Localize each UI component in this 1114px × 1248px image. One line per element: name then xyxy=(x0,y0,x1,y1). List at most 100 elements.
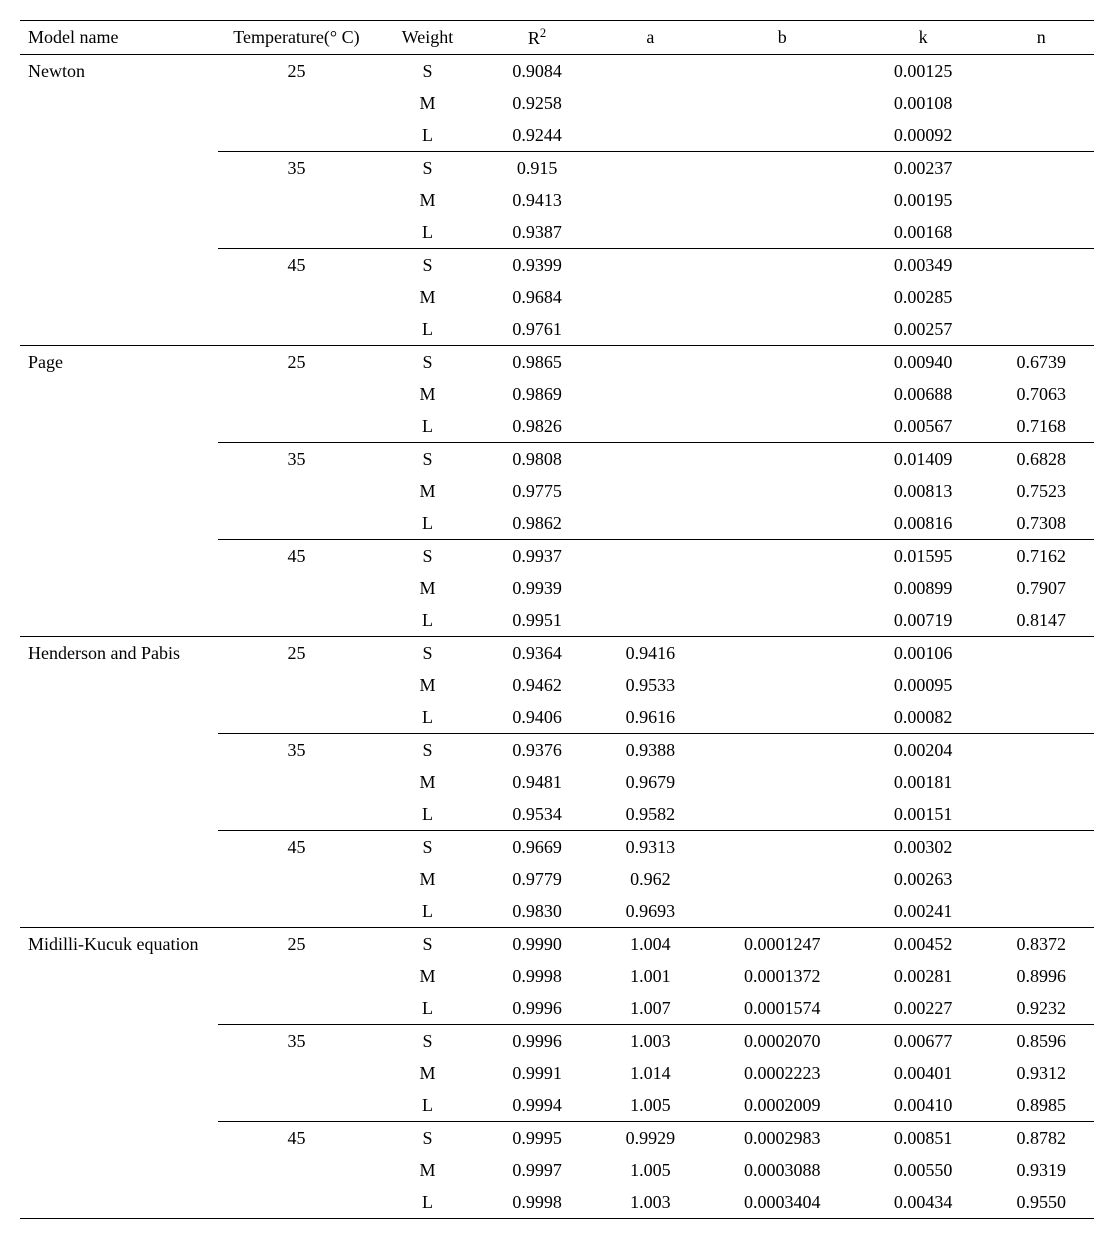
cell-weight: L xyxy=(375,410,481,443)
cell-model: Newton xyxy=(20,55,218,88)
cell-n xyxy=(989,249,1094,282)
table-row: Newton25S0.90840.00125 xyxy=(20,55,1094,88)
cell-R2: 0.9862 xyxy=(480,507,593,540)
cell-temp xyxy=(218,1154,374,1186)
cell-n: 0.7308 xyxy=(989,507,1094,540)
cell-model xyxy=(20,863,218,895)
cell-n: 0.6739 xyxy=(989,346,1094,379)
cell-b: 0.0003088 xyxy=(707,1154,858,1186)
col-model: Model name xyxy=(20,21,218,55)
cell-b xyxy=(707,378,858,410)
cell-temp xyxy=(218,960,374,992)
cell-b: 0.0002070 xyxy=(707,1025,858,1058)
cell-b xyxy=(707,87,858,119)
cell-a xyxy=(594,313,707,346)
cell-a: 0.9679 xyxy=(594,766,707,798)
cell-a xyxy=(594,119,707,152)
cell-k: 0.00095 xyxy=(858,669,989,701)
cell-k: 0.00108 xyxy=(858,87,989,119)
cell-temp: 25 xyxy=(218,928,374,961)
cell-k: 0.01409 xyxy=(858,443,989,476)
cell-model xyxy=(20,798,218,831)
table-row: L0.99981.0030.00034040.004340.9550 xyxy=(20,1186,1094,1219)
table-row: M0.97750.008130.7523 xyxy=(20,475,1094,507)
table-row: Page25S0.98650.009400.6739 xyxy=(20,346,1094,379)
cell-k: 0.00106 xyxy=(858,637,989,670)
cell-k: 0.00899 xyxy=(858,572,989,604)
cell-temp xyxy=(218,1186,374,1219)
table-row: 35S0.9150.00237 xyxy=(20,152,1094,185)
cell-b xyxy=(707,895,858,928)
cell-a: 0.9929 xyxy=(594,1122,707,1155)
cell-R2: 0.9258 xyxy=(480,87,593,119)
cell-model xyxy=(20,475,218,507)
cell-a: 0.9616 xyxy=(594,701,707,734)
cell-temp xyxy=(218,701,374,734)
cell-model xyxy=(20,992,218,1025)
cell-n xyxy=(989,184,1094,216)
cell-a xyxy=(594,216,707,249)
cell-temp xyxy=(218,669,374,701)
cell-model xyxy=(20,1122,218,1155)
cell-a: 1.004 xyxy=(594,928,707,961)
col-k: k xyxy=(858,21,989,55)
cell-R2: 0.915 xyxy=(480,152,593,185)
cell-weight: M xyxy=(375,863,481,895)
cell-weight: M xyxy=(375,87,481,119)
table-row: L0.95340.95820.00151 xyxy=(20,798,1094,831)
cell-R2: 0.9997 xyxy=(480,1154,593,1186)
cell-n xyxy=(989,766,1094,798)
cell-n: 0.7907 xyxy=(989,572,1094,604)
cell-b xyxy=(707,831,858,864)
cell-temp: 35 xyxy=(218,734,374,767)
cell-R2: 0.9779 xyxy=(480,863,593,895)
cell-b: 0.0002223 xyxy=(707,1057,858,1089)
cell-k: 0.00688 xyxy=(858,378,989,410)
cell-b: 0.0001574 xyxy=(707,992,858,1025)
table-row: L0.93870.00168 xyxy=(20,216,1094,249)
cell-n: 0.7168 xyxy=(989,410,1094,443)
cell-a xyxy=(594,410,707,443)
cell-R2: 0.9995 xyxy=(480,1122,593,1155)
cell-temp xyxy=(218,184,374,216)
cell-model xyxy=(20,443,218,476)
cell-R2: 0.9808 xyxy=(480,443,593,476)
cell-model xyxy=(20,313,218,346)
cell-n xyxy=(989,798,1094,831)
col-n: n xyxy=(989,21,1094,55)
cell-temp: 25 xyxy=(218,637,374,670)
cell-weight: M xyxy=(375,1057,481,1089)
cell-b xyxy=(707,55,858,88)
cell-k: 0.00349 xyxy=(858,249,989,282)
cell-n: 0.9232 xyxy=(989,992,1094,1025)
cell-a xyxy=(594,604,707,637)
cell-n: 0.9319 xyxy=(989,1154,1094,1186)
table-row: M0.94810.96790.00181 xyxy=(20,766,1094,798)
cell-b xyxy=(707,346,858,379)
table-row: L0.99941.0050.00020090.004100.8985 xyxy=(20,1089,1094,1122)
cell-R2: 0.9937 xyxy=(480,540,593,573)
cell-k: 0.00181 xyxy=(858,766,989,798)
cell-n: 0.6828 xyxy=(989,443,1094,476)
cell-R2: 0.9939 xyxy=(480,572,593,604)
table-row: L0.97610.00257 xyxy=(20,313,1094,346)
cell-weight: L xyxy=(375,604,481,637)
cell-R2: 0.9869 xyxy=(480,378,593,410)
cell-R2: 0.9998 xyxy=(480,1186,593,1219)
cell-b xyxy=(707,798,858,831)
cell-n xyxy=(989,863,1094,895)
cell-b xyxy=(707,540,858,573)
cell-R2: 0.9761 xyxy=(480,313,593,346)
cell-temp: 45 xyxy=(218,249,374,282)
table-row: 35S0.98080.014090.6828 xyxy=(20,443,1094,476)
cell-n xyxy=(989,669,1094,701)
cell-k: 0.00281 xyxy=(858,960,989,992)
cell-temp: 35 xyxy=(218,1025,374,1058)
cell-model xyxy=(20,410,218,443)
cell-b xyxy=(707,669,858,701)
cell-temp: 45 xyxy=(218,831,374,864)
cell-b xyxy=(707,443,858,476)
cell-k: 0.00082 xyxy=(858,701,989,734)
table-row: L0.98620.008160.7308 xyxy=(20,507,1094,540)
cell-b: 0.0001247 xyxy=(707,928,858,961)
